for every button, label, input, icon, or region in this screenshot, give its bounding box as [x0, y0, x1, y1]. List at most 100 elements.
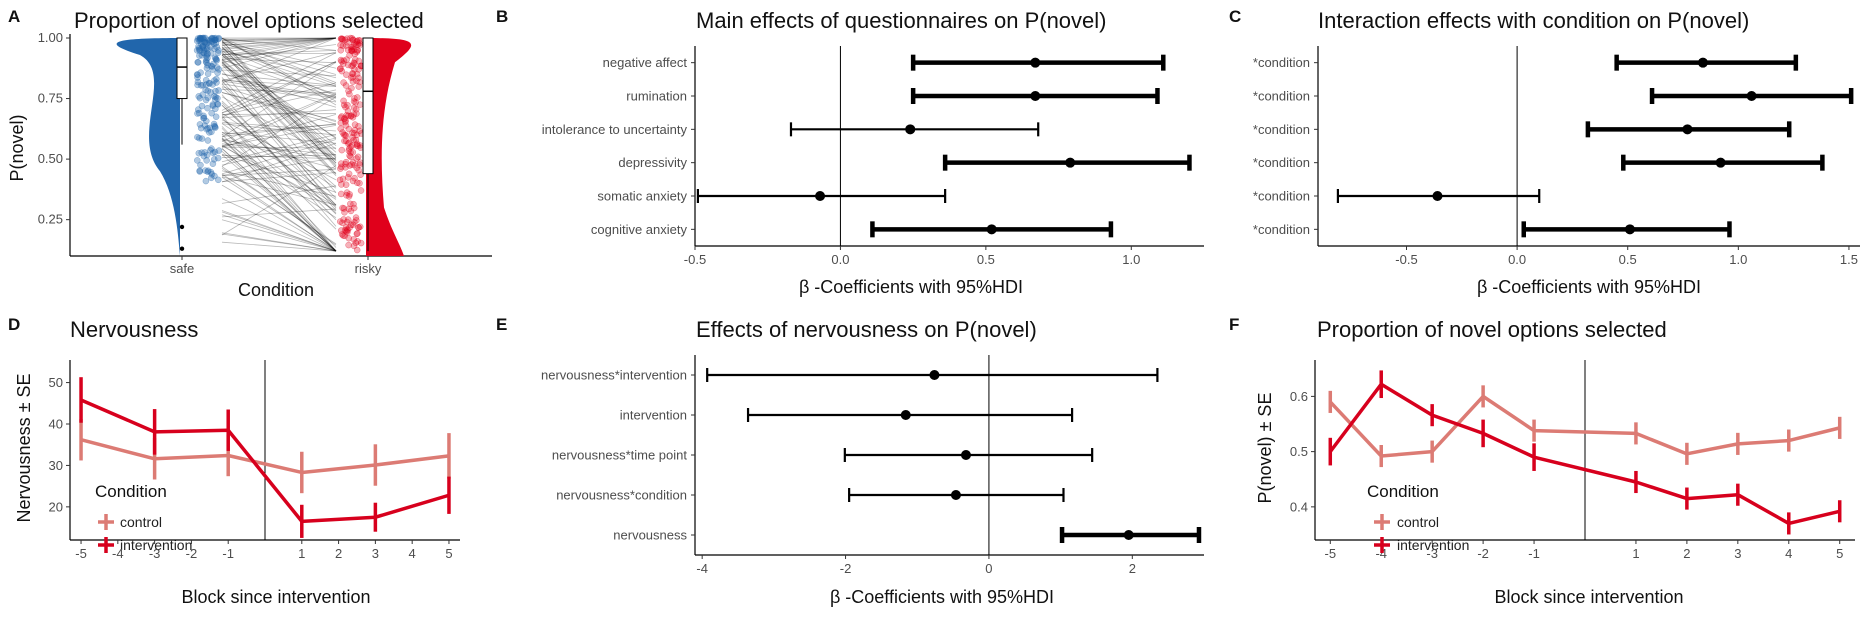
- panel-a-point-safe: [205, 62, 211, 68]
- panel-b-ytick-label: negative affect: [603, 55, 688, 70]
- panel-a-point-safe: [197, 168, 203, 174]
- panel-a-point-risky: [338, 36, 344, 42]
- panel-a-point-safe: [199, 103, 205, 109]
- panel-a-xtick-label: risky: [355, 261, 382, 276]
- panel-f-xtick-label: -5: [1325, 546, 1337, 561]
- panel-a-point-safe: [203, 87, 209, 93]
- panel-b-xlabel: β -Coefficients with 95%HDI: [799, 277, 1023, 297]
- panel-a-point-safe: [196, 93, 202, 99]
- panel-a-outlier-safe: [180, 225, 184, 229]
- panel-a-point-risky: [350, 222, 356, 228]
- panel-c-title: Interaction effects with condition on P(…: [1318, 8, 1749, 33]
- panel-d-xtick-label: -4: [112, 546, 124, 561]
- panel-c-estimate-point: [1716, 158, 1726, 168]
- panel-d-xtick-label: -3: [149, 546, 161, 561]
- panel-c-xtick-label: 1.0: [1729, 252, 1747, 267]
- panel-a-box-risky: [363, 38, 373, 174]
- panel-c-ytick-label: *condition: [1253, 122, 1310, 137]
- panel-a-point-safe: [210, 67, 216, 73]
- panel-a-point-safe: [201, 115, 207, 121]
- panel-a-ytick-label: 0.75: [38, 91, 63, 106]
- panel-f-legend-title: Condition: [1367, 482, 1439, 501]
- panel-a-ylabel: P(novel): [7, 114, 27, 181]
- panel-f-xtick-label: 1: [1632, 546, 1639, 561]
- panel-b-letter: B: [496, 7, 508, 26]
- panel-e-ytick-label: nervousness*intervention: [541, 368, 687, 383]
- panel-a-point-safe: [209, 110, 215, 116]
- panel-a-point-risky: [354, 94, 360, 100]
- panel-a-point-safe: [212, 125, 218, 131]
- panel-d-xtick-label: 1: [298, 546, 305, 561]
- panel-a-point-safe: [195, 59, 201, 65]
- panel-c-xtick-label: 1.5: [1840, 252, 1858, 267]
- panel-a-point-risky: [339, 113, 345, 119]
- panel-a-point-risky: [343, 72, 349, 78]
- panel-a-point-safe: [209, 38, 215, 44]
- panel-d-legend: Condition control intervention: [95, 482, 192, 553]
- panel-e-ytick-label: intervention: [620, 408, 687, 423]
- panel-a-xtick-label: safe: [170, 261, 195, 276]
- panel-a-point-risky: [342, 119, 348, 125]
- panel-c-estimate-point: [1698, 58, 1708, 68]
- panel-b: B Main effects of questionnaires on P(no…: [496, 7, 1107, 297]
- panel-a-point-risky: [356, 37, 362, 43]
- panel-a-point-risky: [338, 191, 344, 197]
- panel-a-point-risky: [352, 175, 358, 181]
- panel-d-ytick-label: 50: [49, 375, 63, 390]
- panel-d-xtick-label: 4: [409, 546, 416, 561]
- panel-a-point-risky: [351, 201, 357, 207]
- panel-a-point-risky: [341, 138, 347, 144]
- panel-c-xtick-label: 0.0: [1508, 252, 1526, 267]
- panel-c-ytick-label: *condition: [1253, 89, 1310, 104]
- panel-d-xtick-label: -5: [75, 546, 87, 561]
- panel-a-point-safe: [210, 161, 216, 167]
- panel-a-ytick-label: 1.00: [38, 30, 63, 45]
- panel-b-estimate-point: [905, 124, 915, 134]
- panel-a-point-risky: [349, 48, 355, 54]
- panel-b-estimate-point: [1030, 58, 1040, 68]
- panel-a-point-safe: [204, 105, 210, 111]
- panel-a-point-risky: [337, 177, 343, 183]
- panel-e-estimate-point: [1124, 530, 1134, 540]
- panel-f-ylabel: P(novel) ± SE: [1255, 393, 1275, 504]
- panel-a-ytick-label: 0.25: [38, 212, 63, 227]
- panel-a-point-safe: [199, 136, 205, 142]
- panel-a-point-risky: [346, 171, 352, 177]
- panel-a-point-safe: [203, 97, 209, 103]
- panel-b-estimate-point: [815, 191, 825, 201]
- panel-b-estimate-point: [987, 224, 997, 234]
- panel-c-ytick-label: *condition: [1253, 155, 1310, 170]
- panel-b-xtick-label: 1.0: [1122, 252, 1140, 267]
- panel-d-ytick-label: 40: [49, 417, 63, 432]
- panel-a-point-safe: [208, 175, 214, 181]
- panel-a-point-risky: [346, 242, 352, 248]
- panel-e-xtick-label: -4: [696, 561, 708, 576]
- panel-a-point-safe: [210, 150, 216, 156]
- panel-a-xlabel: Condition: [238, 280, 314, 300]
- panel-d-legend-title: Condition: [95, 482, 167, 501]
- panel-e-xtick-label: 0: [985, 561, 992, 576]
- panel-a-box-safe: [177, 38, 187, 99]
- panel-a-point-risky: [347, 153, 353, 159]
- panel-e-xtick-label: -2: [840, 561, 852, 576]
- panel-a-point-safe: [208, 169, 214, 175]
- panel-a-point-safe: [203, 178, 209, 184]
- panel-c-ytick-label: *condition: [1253, 222, 1310, 237]
- panel-a-point-risky: [341, 209, 347, 215]
- panel-a-point-risky: [338, 47, 344, 53]
- panel-a-letter: A: [8, 7, 20, 26]
- panel-a-point-risky: [354, 247, 360, 253]
- panel-d-title: Nervousness: [70, 317, 198, 342]
- panel-c-xtick-label: -0.5: [1395, 252, 1417, 267]
- panel-d-xtick-label: -2: [186, 546, 198, 561]
- panel-a-point-safe: [200, 50, 206, 56]
- panel-a-point-risky: [346, 91, 352, 97]
- panel-a-pair-line: [222, 53, 336, 54]
- panel-a-point-risky: [343, 182, 349, 188]
- panel-c-estimate-point: [1625, 224, 1635, 234]
- panel-a-point-safe: [213, 79, 219, 85]
- panel-b-xtick-label: 0.0: [831, 252, 849, 267]
- panel-f-ytick-label: 0.5: [1290, 444, 1308, 459]
- panel-f-xtick-label: 5: [1836, 546, 1843, 561]
- panel-a-point-risky: [354, 142, 360, 148]
